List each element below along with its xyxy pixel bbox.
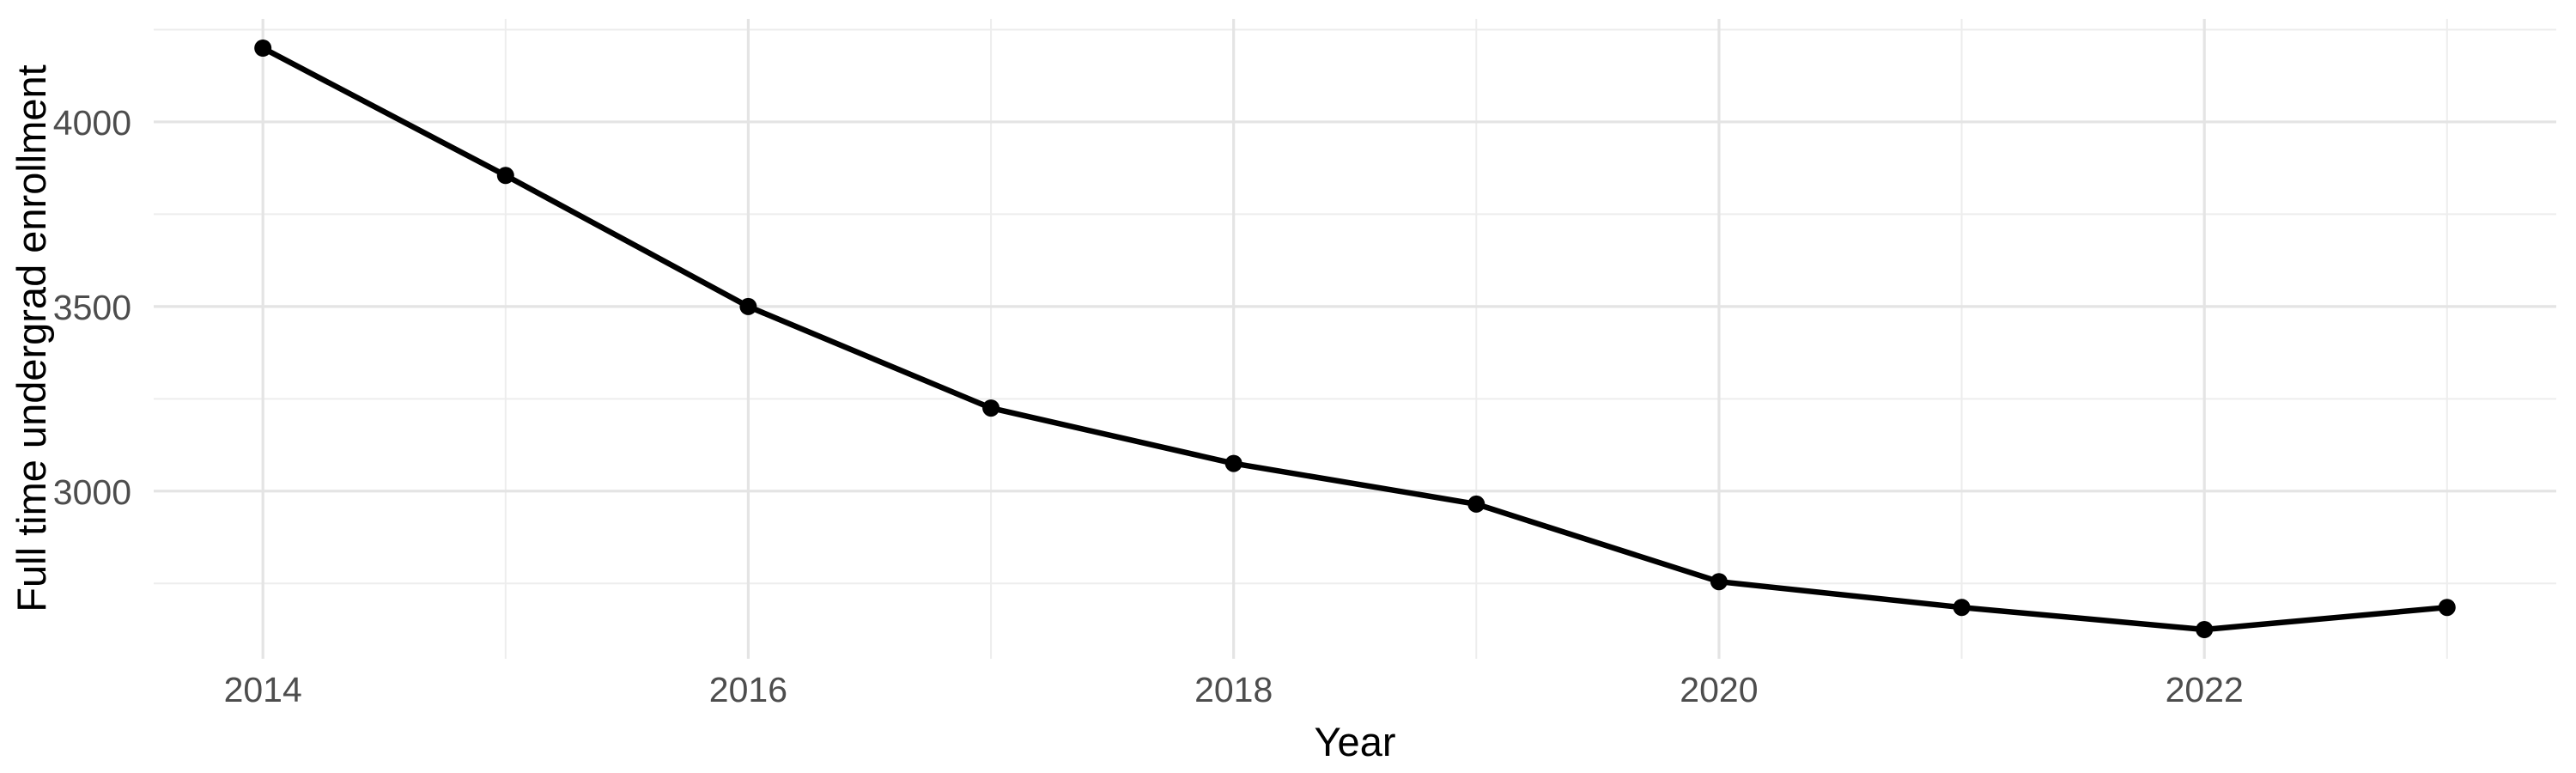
x-tick-label: 2016 bbox=[709, 670, 787, 709]
data-point bbox=[2196, 621, 2214, 638]
y-axis-tick-labels: 3000 3500 4000 bbox=[53, 103, 131, 512]
data-point bbox=[2438, 599, 2456, 617]
x-tick-label: 2018 bbox=[1194, 670, 1273, 709]
data-point bbox=[1224, 454, 1242, 472]
y-tick-label: 4000 bbox=[53, 103, 131, 143]
data-point bbox=[1710, 573, 1728, 591]
x-axis-tick-labels: 2014 2016 2018 2020 2022 bbox=[224, 670, 2244, 709]
data-point bbox=[496, 167, 514, 185]
y-tick-label: 3000 bbox=[53, 472, 131, 512]
x-tick-label: 2022 bbox=[2166, 670, 2244, 709]
data-point bbox=[1467, 495, 1485, 513]
major-gridlines bbox=[154, 19, 2556, 659]
x-tick-label: 2014 bbox=[224, 670, 302, 709]
y-axis-title: Full time undergrad enrollment bbox=[9, 64, 54, 612]
x-tick-label: 2020 bbox=[1680, 670, 1758, 709]
data-point bbox=[1953, 599, 1971, 617]
data-points-layer bbox=[254, 40, 2456, 638]
data-point bbox=[739, 297, 757, 315]
data-point bbox=[982, 399, 1000, 417]
y-tick-label: 3500 bbox=[53, 288, 131, 327]
enrollment-line-series bbox=[259, 45, 2451, 633]
x-axis-title: Year bbox=[1315, 719, 1396, 764]
minor-gridlines bbox=[154, 19, 2556, 659]
data-point bbox=[254, 40, 272, 57]
